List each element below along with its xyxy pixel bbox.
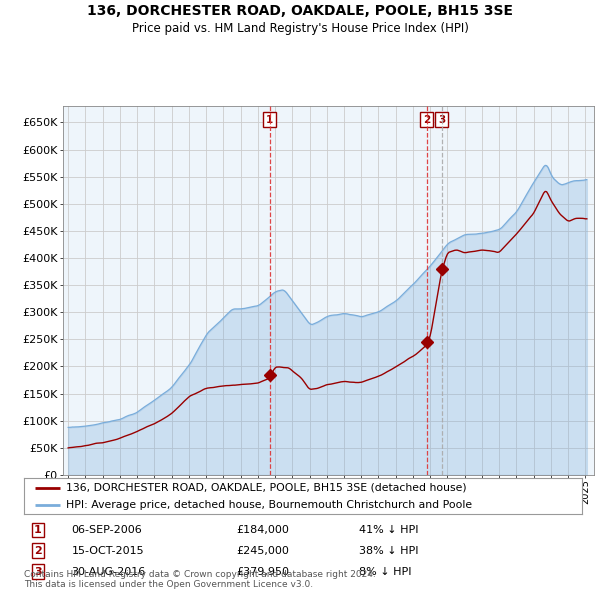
Text: £184,000: £184,000: [236, 525, 289, 535]
Text: 136, DORCHESTER ROAD, OAKDALE, POOLE, BH15 3SE: 136, DORCHESTER ROAD, OAKDALE, POOLE, BH…: [87, 4, 513, 18]
Text: 3: 3: [34, 567, 42, 577]
Text: 30-AUG-2016: 30-AUG-2016: [71, 567, 146, 577]
Text: HPI: Average price, detached house, Bournemouth Christchurch and Poole: HPI: Average price, detached house, Bour…: [66, 500, 472, 510]
Text: 06-SEP-2006: 06-SEP-2006: [71, 525, 142, 535]
Text: 136, DORCHESTER ROAD, OAKDALE, POOLE, BH15 3SE (detached house): 136, DORCHESTER ROAD, OAKDALE, POOLE, BH…: [66, 483, 466, 493]
Text: 41% ↓ HPI: 41% ↓ HPI: [359, 525, 418, 535]
Text: 1: 1: [34, 525, 42, 535]
Text: 1: 1: [266, 115, 273, 124]
Text: 2: 2: [423, 115, 430, 124]
Text: £379,950: £379,950: [236, 567, 289, 577]
Text: £245,000: £245,000: [236, 546, 289, 556]
Text: 38% ↓ HPI: 38% ↓ HPI: [359, 546, 418, 556]
Text: Price paid vs. HM Land Registry's House Price Index (HPI): Price paid vs. HM Land Registry's House …: [131, 22, 469, 35]
Text: 3: 3: [438, 115, 445, 124]
Text: Contains HM Land Registry data © Crown copyright and database right 2024.
This d: Contains HM Land Registry data © Crown c…: [24, 570, 376, 589]
Text: 15-OCT-2015: 15-OCT-2015: [71, 546, 144, 556]
Text: 2: 2: [34, 546, 42, 556]
Text: 8% ↓ HPI: 8% ↓ HPI: [359, 567, 412, 577]
